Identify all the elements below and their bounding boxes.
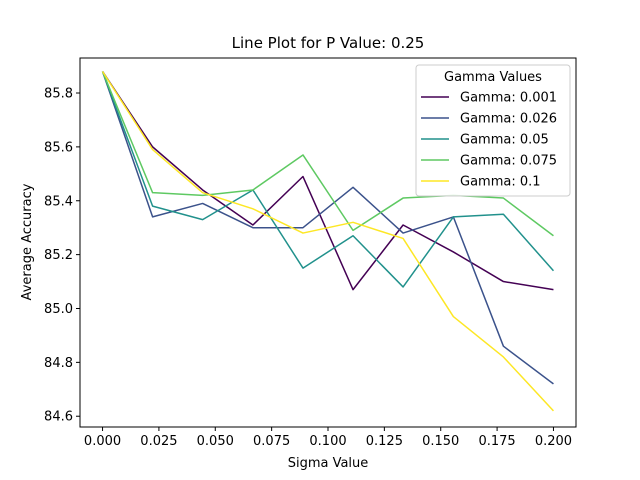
x-tick-label: 0.100 xyxy=(309,434,346,449)
y-tick-label: 85.8 xyxy=(44,87,73,102)
x-tick-label: 0.000 xyxy=(84,434,121,449)
y-axis-label: Average Accuracy xyxy=(20,183,35,300)
y-tick-label: 85.2 xyxy=(44,248,73,263)
y-axis: 84.6 84.8 85.0 85.2 85.4 85.6 85.8 xyxy=(44,87,80,425)
x-tick-label: 0.150 xyxy=(422,434,459,449)
x-tick-label: 0.075 xyxy=(253,434,290,449)
y-tick-label: 84.6 xyxy=(44,410,73,425)
legend-label: Gamma: 0.1 xyxy=(460,175,541,190)
series-line-5 xyxy=(101,71,554,412)
legend-label: Gamma: 0.05 xyxy=(460,133,549,148)
series-line-1 xyxy=(101,71,554,291)
series-line-4 xyxy=(101,71,554,237)
y-tick-label: 85.4 xyxy=(44,194,73,209)
legend-label: Gamma: 0.026 xyxy=(460,112,557,127)
x-tick-label: 0.050 xyxy=(197,434,234,449)
series-line-2 xyxy=(101,71,554,385)
x-tick-label: 0.125 xyxy=(366,434,403,449)
legend-label: Gamma: 0.001 xyxy=(460,91,557,106)
x-tick-label: 0.175 xyxy=(478,434,515,449)
y-tick-label: 85.0 xyxy=(44,302,73,317)
x-axis-label: Sigma Value xyxy=(288,456,369,471)
series-line-3 xyxy=(101,71,555,288)
legend-label: Gamma: 0.075 xyxy=(460,154,557,169)
legend-items: Gamma: 0.001 Gamma: 0.026 Gamma: 0.05 Gamma… xyxy=(421,91,557,190)
x-axis: 0.000 0.025 0.050 0.075 0.100 0.125 0.150 0.175… xyxy=(84,427,572,449)
x-tick-label: 0.200 xyxy=(535,434,572,449)
x-tick-label: 0.025 xyxy=(140,434,177,449)
y-tick-label: 84.8 xyxy=(44,356,73,371)
legend-box xyxy=(415,64,571,197)
series-layer xyxy=(101,71,555,412)
legend-title: Gamma Values xyxy=(444,70,542,85)
y-tick-label: 85.6 xyxy=(44,140,73,155)
chart-title: Line Plot for P Value: 0.25 xyxy=(232,34,425,52)
